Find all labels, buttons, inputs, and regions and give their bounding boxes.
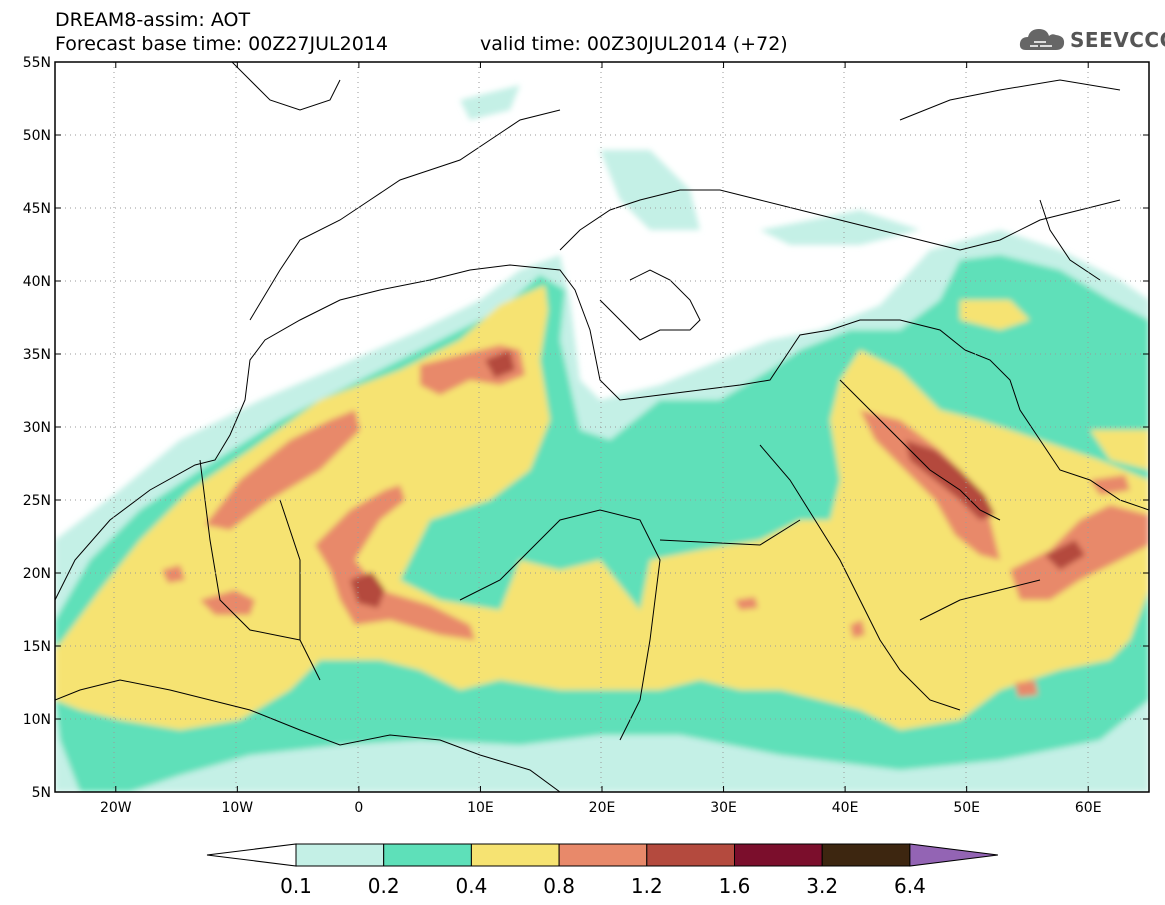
lat-label: 40N [23, 274, 51, 290]
colorbar-tick-label: 0.2 [368, 874, 400, 898]
graticule [55, 62, 1149, 792]
colorbar-segment [295, 843, 385, 867]
colorbar-tick-label: 0.4 [455, 874, 487, 898]
coastlines [55, 62, 1149, 792]
forecast-times: Forecast base time: 00Z27JUL2014 valid ti… [55, 33, 788, 55]
colorbar-segment [383, 843, 472, 867]
lon-label: 20E [589, 800, 616, 816]
lat-label: 55N [23, 55, 51, 71]
colorbar-low-arrow [206, 843, 297, 867]
lat-label: 25N [23, 493, 51, 509]
logo-text: SEEVCCC [1070, 28, 1165, 52]
valid-time: valid time: 00Z30JUL2014 (+72) [480, 33, 788, 55]
lon-label: 40E [832, 800, 859, 816]
map-title: DREAM8-assim: AOT [55, 9, 251, 31]
lat-label: 30N [23, 420, 51, 436]
colorbar-tick-label: 1.6 [719, 874, 751, 898]
lon-label: 30E [710, 800, 737, 816]
cloud-icon [1019, 29, 1065, 50]
colorbar-segment [646, 843, 735, 867]
colorbar-tick-label: 0.1 [280, 874, 312, 898]
colorbar-tick-label: 1.2 [631, 874, 663, 898]
seevccc-logo: SEEVCCC [1018, 24, 1165, 54]
longitude-labels: 20W 10W 0 10E 20E 30E 40E 50E 60E [100, 800, 1102, 816]
latitude-labels: 55N 50N 45N 40N 35N 30N 25N 20N 15N 10N 5N [23, 55, 51, 801]
lat-label: 10N [23, 712, 51, 728]
colorbar-segment [734, 843, 823, 867]
colorbar-segment [558, 843, 648, 867]
lon-label: 20W [100, 800, 132, 816]
lon-label: 50E [953, 800, 980, 816]
lat-label: 5N [32, 785, 51, 801]
colorbar-high-arrow [909, 843, 998, 867]
colorbar [206, 843, 998, 867]
lat-label: 35N [23, 347, 51, 363]
colorbar-segment [821, 843, 911, 867]
colorbar-labels: 0.1 0.2 0.4 0.8 1.2 1.6 3.2 6.4 [280, 874, 926, 898]
lat-label: 15N [23, 639, 51, 655]
lat-label: 20N [23, 566, 51, 582]
axis-ticks [55, 61, 1149, 793]
colorbar-tick-label: 0.8 [543, 874, 575, 898]
colorbar-tick-label: 3.2 [806, 874, 838, 898]
base-time: Forecast base time: 00Z27JUL2014 [55, 33, 388, 55]
colorbar-tick-label: 6.4 [894, 874, 926, 898]
lon-label: 10E [467, 800, 494, 816]
lon-label: 10W [221, 800, 253, 816]
lat-label: 45N [23, 201, 51, 217]
colorbar-segment [470, 843, 560, 867]
lat-label: 50N [23, 128, 51, 144]
lon-label: 0 [354, 800, 363, 816]
lon-label: 60E [1075, 800, 1102, 816]
